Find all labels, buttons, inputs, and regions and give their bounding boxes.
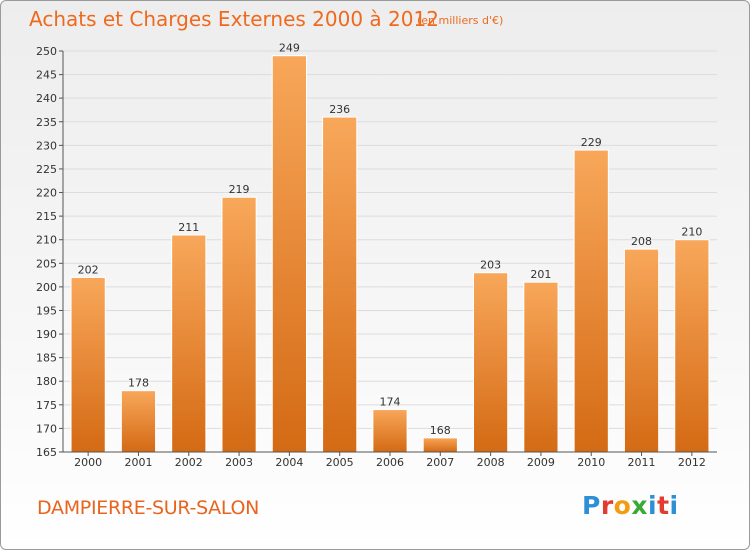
y-tick-label: 200 [36,281,57,294]
x-tick-label: 2009 [527,456,555,469]
data-label-2011: 208 [631,235,652,248]
bar-2006 [372,409,408,453]
x-tick-label: 2008 [477,456,505,469]
axes [59,50,717,456]
data-label-2008: 203 [480,259,501,272]
data-label-2012: 210 [681,226,702,239]
bar-2002 [171,234,207,453]
y-tick-label: 250 [36,45,57,58]
data-label-2003: 219 [229,183,250,196]
x-tick-label: 2001 [124,456,152,469]
gridlines [63,50,717,453]
y-tick-label: 205 [36,257,57,270]
data-label-2002: 211 [178,221,199,234]
y-tick-label: 235 [36,116,57,129]
y-tick-label: 210 [36,234,57,247]
data-label-2006: 174 [380,396,401,409]
y-tick-label: 245 [36,69,57,82]
x-tick-label: 2006 [376,456,404,469]
x-tick-label: 2005 [326,456,354,469]
x-tick-label: 2011 [628,456,656,469]
data-label-2005: 236 [329,103,350,116]
y-tick-label: 230 [36,139,57,152]
y-tick-label: 185 [36,352,57,365]
y-tick-label: 170 [36,422,57,435]
y-tick-label: 225 [36,163,57,176]
labels: 165 170 175 180 185 190 195 200 205 210 215 220 225 2… [36,42,706,469]
chart-subtitle: (en milliers d'€) [417,14,504,27]
x-tick-label: 2010 [577,456,605,469]
bar-2008 [473,272,509,453]
bar-2001 [120,390,157,453]
bar-2011 [623,248,660,453]
bar-2010 [573,149,609,453]
x-tick-label: 2004 [275,456,303,469]
y-tick-label: 240 [36,92,57,105]
x-tick-label: 2007 [426,456,454,469]
y-tick-label: 175 [36,399,57,412]
x-tick-label: 2002 [175,456,203,469]
commune-name: DAMPIERRE-SUR-SALON [37,497,260,519]
bar-2007 [422,437,458,453]
proxiti-logo: Proxiti [582,491,679,520]
x-tick-label: 2000 [74,456,102,469]
bar-2004 [271,55,307,453]
bars [70,55,710,453]
data-label-2004: 249 [279,42,300,55]
y-tick-label: 215 [36,210,57,223]
bar-2003 [221,196,257,453]
y-tick-label: 165 [36,446,57,459]
data-label-2010: 229 [581,136,602,149]
chart-title: Achats et Charges Externes 2000 à 2012 [29,7,439,31]
bar-2005 [322,116,358,453]
data-label-2000: 202 [78,263,99,276]
data-label-2007: 168 [430,424,451,437]
x-tick-label: 2012 [678,456,706,469]
data-label-2009: 201 [530,268,551,281]
y-tick-label: 180 [36,375,57,388]
bar-2000 [70,276,106,453]
y-tick-label: 195 [36,304,57,317]
x-tick-label: 2003 [225,456,253,469]
data-label-2001: 178 [128,377,149,390]
y-tick-label: 220 [36,187,57,200]
bar-2009 [523,281,559,453]
y-tick-label: 190 [36,328,57,341]
bar-2012 [674,239,710,453]
